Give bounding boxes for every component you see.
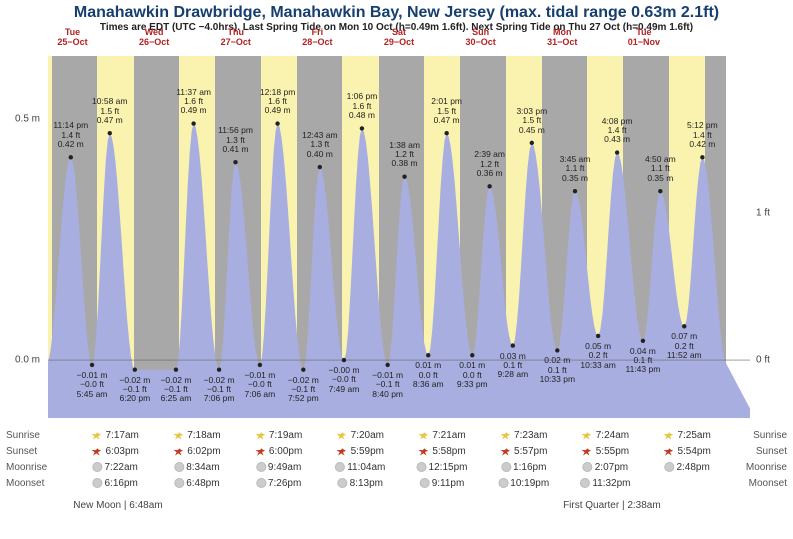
date-label: Tue25−Oct [57,28,87,48]
astro-moonrise: 2:07pm [583,462,628,473]
date-label: Sun30−Oct [465,28,495,48]
astro-sunrise: 7:23am [500,430,547,441]
astro-sunrise: 7:18am [173,430,220,441]
astro-sunset: 6:03pm [91,446,138,457]
astro-sunrise: 7:21am [418,430,465,441]
astro-sunset: 5:55pm [582,446,629,457]
astro-rowlabel-left: Sunrise [6,430,40,441]
astro-rowlabel-left: Moonset [6,478,44,489]
astro-moonset: 8:13pm [338,478,383,489]
astro-sunrise: 7:20am [337,430,384,441]
astro-moonrise: 12:15pm [417,462,468,473]
astro-moonset: 6:48pm [174,478,219,489]
astro-sunset: 5:57pm [500,446,547,457]
astro-sunset: 6:00pm [255,446,302,457]
y-axis-right: 0 ft 1 ft [750,56,791,418]
moon-phase-label: New Moon | 6:48am [73,500,162,511]
date-label: Wed26−Oct [139,28,169,48]
astro-moonrise: 9:49am [256,462,301,473]
astro-sunrise: 7:25am [663,430,710,441]
astro-moonrise: 11:04am [335,462,385,473]
chart-title: Manahawkin Drawbridge, Manahawkin Bay, N… [0,0,793,22]
astro-moonset: 9:11pm [420,478,465,489]
astro-rowlabel-right: Moonset [749,478,787,489]
moon-phase-label: First Quarter | 2:38am [563,500,661,511]
y-tick-right: 0 ft [756,355,770,366]
astro-moonset: 10:19pm [498,478,549,489]
astro-rowlabel-right: Sunrise [753,430,787,441]
date-label: Fri28−Oct [302,28,332,48]
astro-sunset: 6:02pm [173,446,220,457]
astro-rowlabel-left: Moonrise [6,462,47,473]
astro-sunrise: 7:19am [255,430,302,441]
astro-sunrise: 7:24am [582,430,629,441]
astro-sunrise: 7:17am [91,430,138,441]
y-tick-right: 1 ft [756,207,770,218]
astro-moonrise: 8:34am [174,462,219,473]
date-label: Sat29−Oct [384,28,414,48]
astro-moonset: 11:32pm [580,478,630,489]
date-label: Mon31−Oct [547,28,577,48]
astro-sunset: 5:54pm [663,446,710,457]
y-tick-left: 0.0 m [15,355,40,366]
tide-chart: Manahawkin Drawbridge, Manahawkin Bay, N… [0,0,793,539]
astro-moonrise: 7:22am [92,462,137,473]
y-axis-left: 0.0 m 0.5 m [0,56,44,418]
astro-sunset: 5:58pm [418,446,465,457]
astro-moonrise: 1:16pm [501,462,546,473]
astro-sunset: 5:59pm [337,446,384,457]
astro-rowlabel-right: Sunset [756,446,787,457]
date-label: Thu27−Oct [221,28,251,48]
y-tick-left: 0.5 m [15,113,40,124]
date-label: Tue01−Nov [628,28,660,48]
tide-curve [48,56,750,418]
astro-rowlabel-right: Moonrise [746,462,787,473]
astro-moonset: 6:16pm [92,478,137,489]
astro-moonset: 7:26pm [256,478,301,489]
astro-moonrise: 2:48pm [664,462,709,473]
astro-rowlabel-left: Sunset [6,446,37,457]
plot-area [48,56,750,418]
